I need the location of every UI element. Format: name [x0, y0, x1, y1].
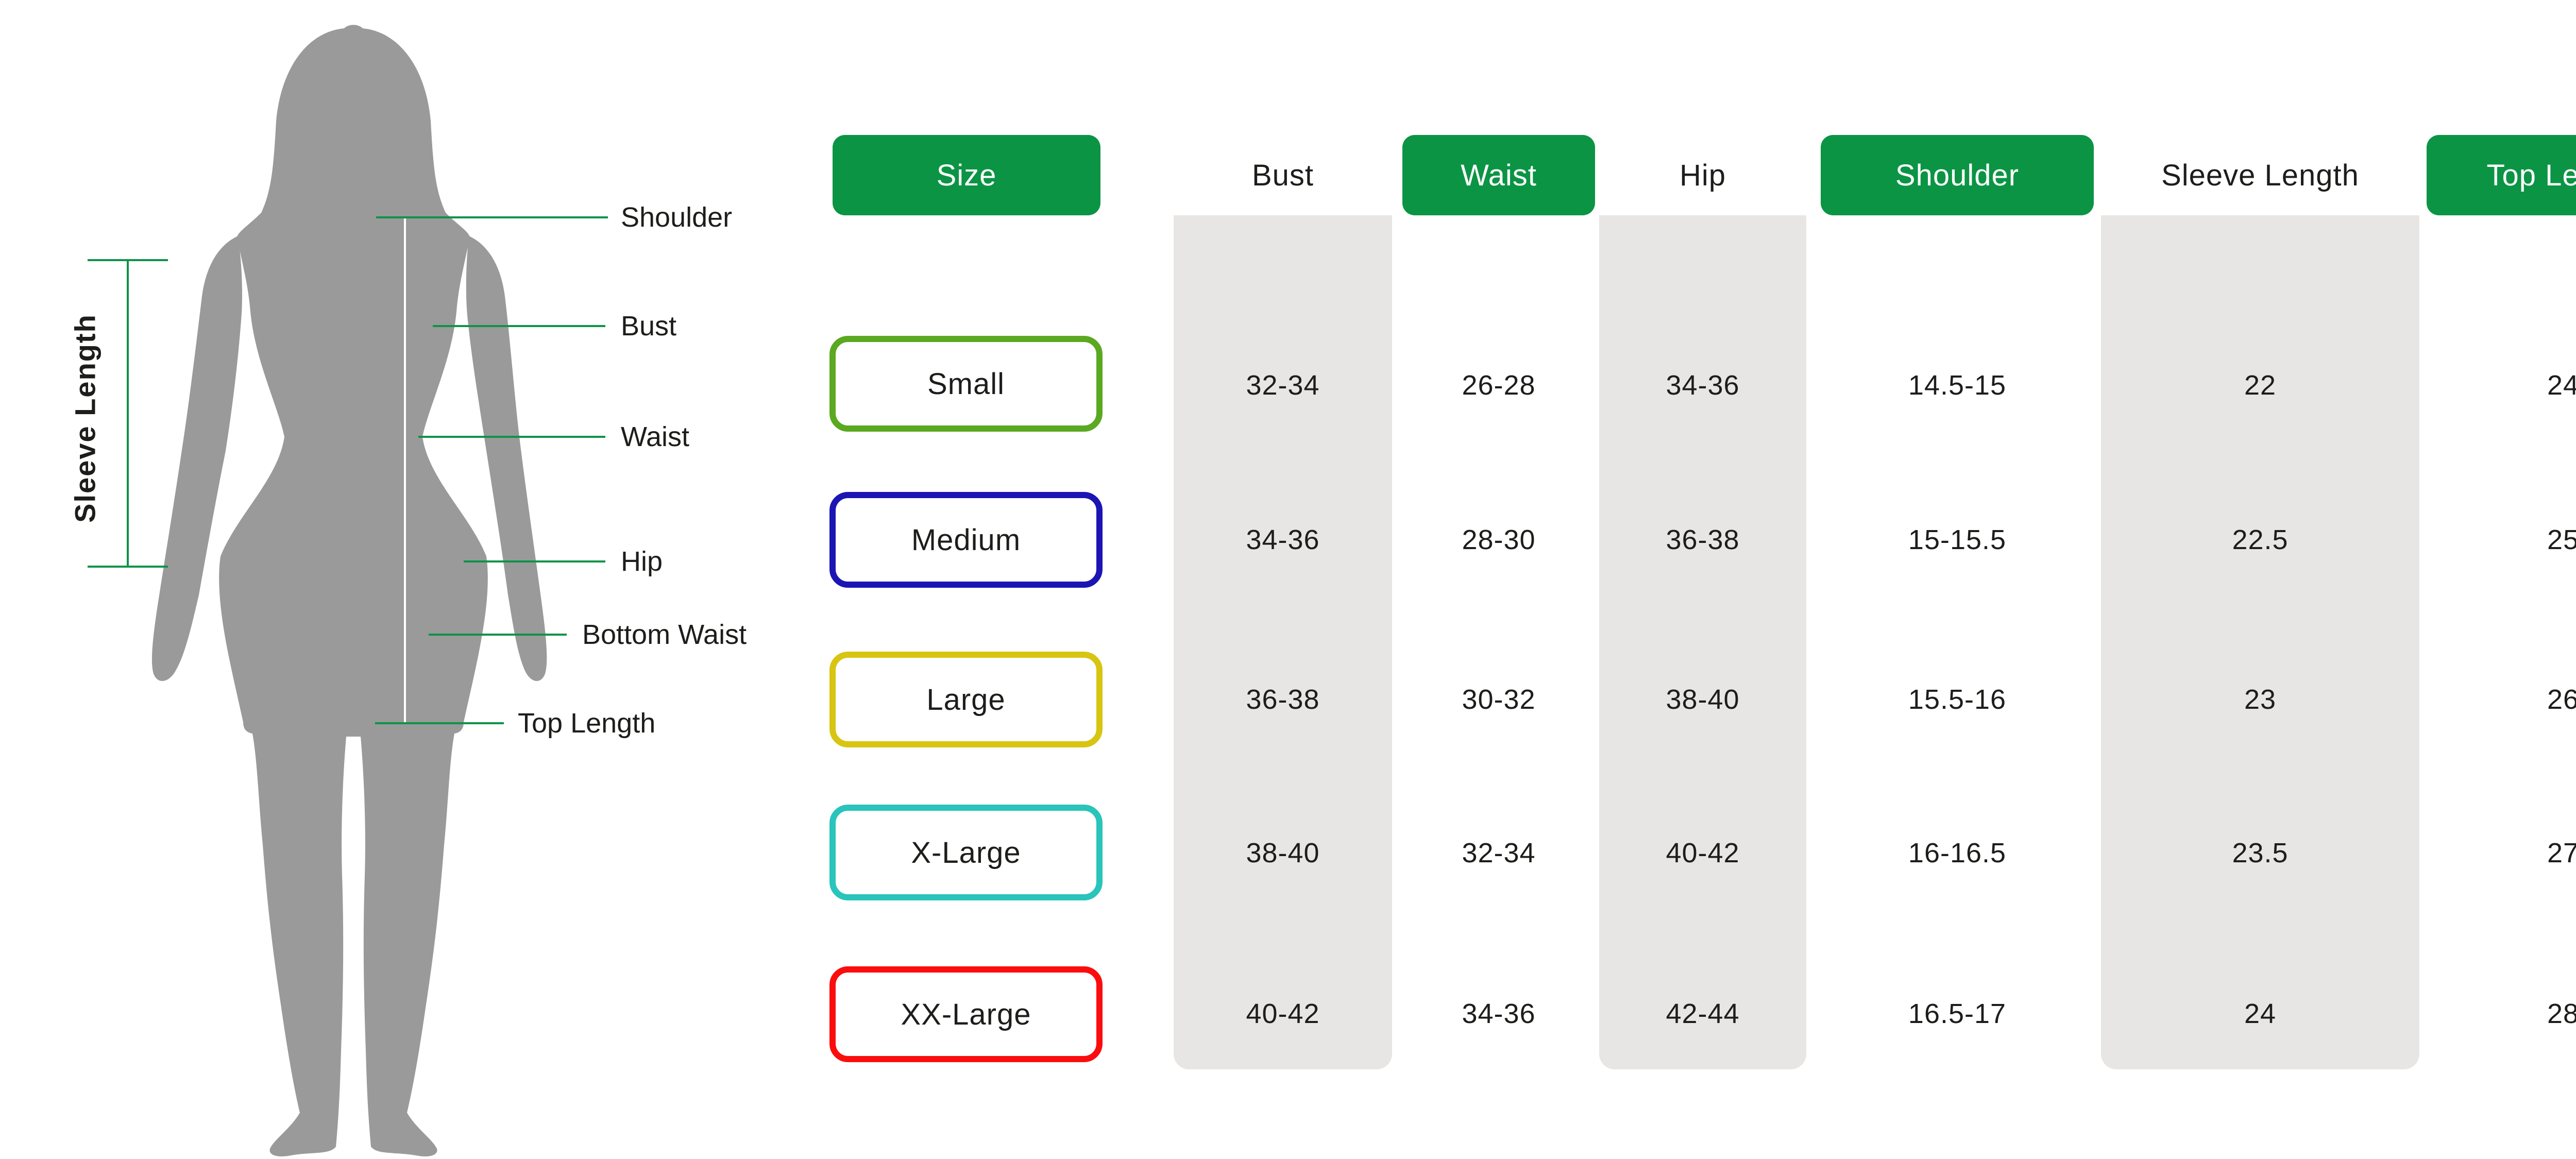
header-sleeve-length: Sleeve Length: [2101, 135, 2419, 215]
size-button-medium[interactable]: Medium: [829, 492, 1103, 588]
label-hip: Hip: [621, 546, 663, 577]
label-waist: Waist: [621, 421, 689, 452]
cell-small-bust: 32-34: [1246, 370, 1320, 401]
silhouette-right-arm: [466, 236, 547, 681]
cell-xx-large-sleeve-length: 24: [2244, 998, 2277, 1029]
cell-large-hip: 38-40: [1666, 684, 1740, 715]
cell-x-large-waist: 32-34: [1462, 838, 1536, 868]
header-waist: Waist: [1402, 135, 1595, 215]
cell-medium-shoulder: 15-15.5: [1908, 524, 2007, 555]
header-bust: Bust: [1174, 135, 1392, 215]
label-shoulder: Shoulder: [621, 202, 732, 233]
cell-small-hip: 34-36: [1666, 370, 1740, 401]
header-hip: Hip: [1599, 135, 1806, 215]
silhouette-body: [219, 25, 488, 1157]
cell-xx-large-hip: 42-44: [1666, 998, 1740, 1029]
label-bottom-waist: Bottom Waist: [582, 619, 747, 650]
column-stripe-sleeve-length: [2101, 215, 2419, 1069]
cell-small-top-length: 24: [2547, 370, 2576, 401]
cell-small-sleeve-length: 22: [2244, 370, 2277, 401]
header-top-length: Top Length: [2427, 135, 2576, 215]
cell-x-large-sleeve-length: 23.5: [2232, 838, 2289, 868]
cell-large-top-length: 26: [2547, 684, 2576, 715]
size-button-small[interactable]: Small: [829, 336, 1103, 432]
cell-x-large-bust: 38-40: [1246, 838, 1320, 868]
measurement-lines: [88, 216, 608, 724]
cell-large-shoulder: 15.5-16: [1908, 684, 2007, 715]
cell-large-waist: 30-32: [1462, 684, 1536, 715]
header-shoulder: Shoulder: [1821, 135, 2094, 215]
size-button-x-large[interactable]: X-Large: [829, 805, 1103, 900]
cell-xx-large-shoulder: 16.5-17: [1908, 998, 2007, 1029]
cell-small-shoulder: 14.5-15: [1908, 370, 2007, 401]
cell-x-large-top-length: 27: [2547, 838, 2576, 868]
column-stripe-bust: [1174, 215, 1392, 1069]
cell-x-large-hip: 40-42: [1666, 838, 1740, 868]
cell-medium-hip: 36-38: [1666, 524, 1740, 555]
label-bust: Bust: [621, 311, 676, 342]
body-diagram: Shoulder Bust Waist Hip Bottom Waist Top…: [69, 25, 747, 1157]
cell-small-waist: 26-28: [1462, 370, 1536, 401]
cell-medium-waist: 28-30: [1462, 524, 1536, 555]
size-button-large[interactable]: Large: [829, 652, 1103, 747]
cell-x-large-shoulder: 16-16.5: [1908, 838, 2007, 868]
label-sleeve-length: Sleeve Length: [69, 314, 101, 523]
cell-large-bust: 36-38: [1246, 684, 1320, 715]
silhouette-left-arm: [151, 236, 242, 681]
cell-medium-top-length: 25: [2547, 524, 2576, 555]
cell-large-sleeve-length: 23: [2244, 684, 2277, 715]
size-button-xx-large[interactable]: XX-Large: [829, 966, 1103, 1062]
label-top-length: Top Length: [518, 708, 655, 739]
cell-medium-bust: 34-36: [1246, 524, 1320, 555]
cell-medium-sleeve-length: 22.5: [2232, 524, 2289, 555]
cell-xx-large-bust: 40-42: [1246, 998, 1320, 1029]
cell-xx-large-top-length: 28: [2547, 998, 2576, 1029]
column-stripe-hip: [1599, 215, 1806, 1069]
header-size: Size: [833, 135, 1100, 215]
cell-xx-large-waist: 34-36: [1462, 998, 1536, 1029]
